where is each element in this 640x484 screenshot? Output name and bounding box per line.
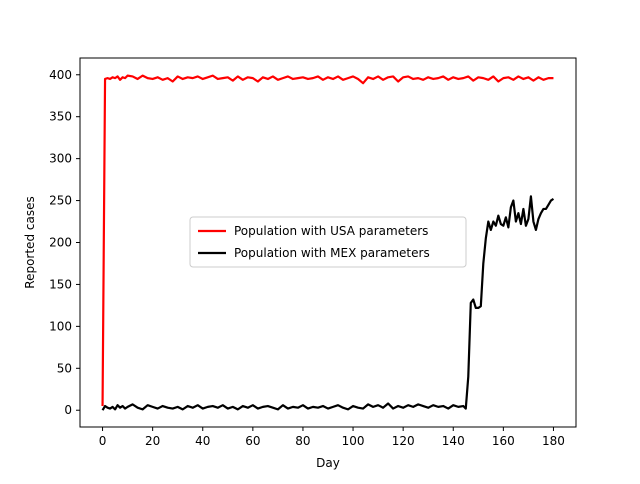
y-tick-label: 50: [57, 361, 72, 375]
y-tick-label: 400: [49, 68, 72, 82]
y-axis-label: Reported cases: [23, 196, 37, 288]
series-line-1: [101, 74, 554, 407]
x-tick-label: 0: [99, 434, 107, 448]
y-tick-label: 300: [49, 152, 72, 166]
y-tick-label: 250: [49, 194, 72, 208]
y-tick-label: 150: [49, 277, 72, 291]
plot-area: [101, 74, 555, 411]
legend: Population with USA parameters Population…: [189, 216, 467, 268]
y-tick-label: 0: [64, 403, 72, 417]
y-tick-label: 200: [49, 236, 72, 250]
x-tick-label: 80: [295, 434, 310, 448]
y-tick-label: 350: [49, 110, 72, 124]
y-tick-label: 100: [49, 319, 72, 333]
legend-label-2: Population with MEX parameters: [234, 246, 430, 260]
x-tick-label: 140: [442, 434, 465, 448]
x-tick-label: 40: [195, 434, 210, 448]
x-tick-label: 160: [492, 434, 515, 448]
x-tick-label: 180: [542, 434, 565, 448]
legend-label-1: Population with USA parameters: [234, 224, 428, 238]
axes: 0 20 40 60 80 100 120 140 160 180 0 50 100 150 200 250 3…: [49, 57, 577, 448]
x-tick-label: 20: [145, 434, 160, 448]
x-tick-label: 60: [245, 434, 260, 448]
x-tick-label: 120: [392, 434, 415, 448]
x-axis-label: Day: [316, 456, 340, 470]
legend-box: [189, 216, 467, 268]
series-line-2: [101, 195, 555, 411]
x-tick-label: 100: [342, 434, 365, 448]
